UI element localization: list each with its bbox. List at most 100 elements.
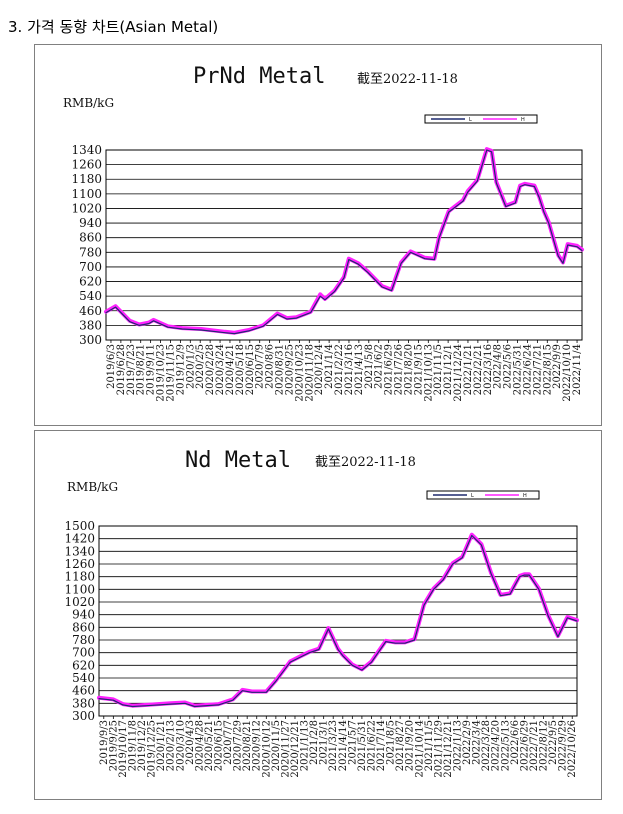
x-tick-label: 2022/6/24 [522,344,533,395]
y-tick-label-940: 940 [79,216,102,230]
x-tick-label: 2022/9/9 [552,344,563,389]
x-tick-label: 2021/8/5 [386,720,397,765]
y-tick-label-1420: 1420 [64,532,95,546]
y-tick-label-1260: 1260 [64,557,95,571]
x-tick-label: 2021/3/16 [344,344,355,395]
x-tick-label: 2020/2/13 [166,720,177,771]
y-tick-label-700: 700 [72,646,95,660]
y-tick-label-1100: 1100 [71,187,102,201]
section-heading: 3. 가격 동향 차트(Asian Metal) [8,18,219,36]
x-tick-label: 2020/10/23 [294,344,305,402]
x-tick-label: 2022/5/6 [503,344,514,389]
x-tick-label: 2019/10/23 [156,344,167,402]
x-tick-label: 2022/9/29 [558,720,569,771]
y-axis-unit-label: RMB/kG [63,96,114,110]
x-tick-label: 2022/3/16 [483,344,494,395]
x-tick-label: 2022/4/20 [491,720,502,771]
x-tick-label: 2019/6/28 [116,344,127,395]
x-tick-label: 2021/7/14 [376,720,387,771]
x-tick-label: 2020/6/15 [214,720,225,771]
y-tick-label-1340: 1340 [64,544,95,558]
legend-box [426,490,540,500]
x-tick-label: 2020/7/9 [255,344,266,389]
x-tick-label: 2022/8/12 [539,720,550,771]
x-tick-label: 2021/4/13 [354,344,365,395]
x-tick-label: 2021/6/22 [366,720,377,771]
y-tick-label-860: 860 [79,231,102,245]
x-tick-label: 2019/7/23 [126,344,137,395]
y-tick-label-1100: 1100 [64,582,95,596]
y-tick-label-1020: 1020 [71,201,102,215]
x-tick-label: 2022/6/29 [519,720,530,771]
y-tick-label-1020: 1020 [64,595,95,609]
x-tick-label: 2022/2/9 [462,720,473,765]
y-tick-label-1260: 1260 [71,158,102,172]
y-tick-label-1500: 1500 [64,519,95,533]
x-tick-label: 2021/10/14 [414,720,425,778]
x-tick-label: 2021/7/26 [394,344,405,395]
x-tick-label: 2020/11/27 [280,720,291,778]
y-tick-label-300: 300 [79,333,102,347]
x-tick-label: 2020/6/15 [245,344,256,395]
y-tick-label-460: 460 [72,684,95,698]
x-tick-label: 2021/8/27 [395,720,406,771]
x-tick-label: 2020/9/12 [252,720,263,771]
legend-label-h: H [523,493,527,499]
x-tick-label: 2021/9/20 [405,720,416,771]
x-tick-label: 2020/8/6 [265,344,276,389]
x-tick-label: 2020/11/5 [271,720,282,771]
x-tick-label: 2020/4/28 [194,720,205,771]
x-tick-label: 2022/7/21 [529,720,540,771]
x-tick-label: 2020/8/31 [275,344,286,395]
x-tick-label: 2019/11/15 [165,344,176,402]
x-tick-label: 2021/11/5 [424,720,435,771]
x-tick-label: 2021/6/2 [374,344,385,389]
x-tick-label: 2021/10/13 [423,344,434,402]
chart-subtitle: 截至2022-11-18 [357,72,458,87]
x-tick-label: 2022/6/6 [510,720,521,765]
plot-area [98,525,578,717]
y-tick-label-540: 540 [79,289,102,303]
x-tick-label: 2022/10/26 [567,720,578,778]
x-tick-label: 2019/12/2 [137,720,148,771]
x-tick-label: 2020/5/21 [204,720,215,771]
x-tick-label: 2022/7/21 [532,344,543,395]
x-tick-label: 2021/3/1 [319,720,330,765]
x-tick-label: 2022/3/4 [472,720,483,765]
x-tick-label: 2020/5/18 [235,344,246,395]
prnd-metal-chart-panel: PrNd Metal 截至2022-11-18 RMB/kG L H 1340 1260 11… [34,44,602,426]
x-tick-label: 2021/12/21 [443,720,454,778]
x-tick-label: 2020/1/21 [156,720,167,771]
legend-label-l: L [469,117,472,123]
y-tick-label-860: 860 [72,620,95,634]
legend-label-l: L [471,493,474,499]
y-tick-label-1180: 1180 [64,570,95,584]
x-tick-label: 2021/8/20 [403,344,414,395]
x-tick-label: 2021/5/7 [347,720,358,765]
x-tick-label: 2019/12/9 [175,344,186,395]
y-tick-label-780: 780 [79,245,102,259]
y-tick-label-300: 300 [72,709,95,723]
x-tick-label: 2022/5/13 [500,720,511,771]
x-tick-label: 2022/10/10 [562,344,573,402]
x-tick-label: 2019/9/25 [108,720,119,771]
x-tick-label: 2021/3/23 [328,720,339,771]
x-tick-label: 2020/2/5 [195,344,206,389]
x-tick-label: 2020/12/4 [314,344,325,395]
x-tick-label: 2022/11/4 [572,344,583,395]
x-tick-label: 2021/4/14 [338,720,349,771]
x-tick-label: 2020/2/28 [205,344,216,395]
x-tick-label: 2021/2/8 [309,720,320,765]
x-tick-label: 2019/8/21 [136,344,147,395]
x-tick-label: 2021/12/1 [443,344,454,395]
y-tick-label-1180: 1180 [71,172,102,186]
x-tick-label: 2019/9/11 [146,344,157,395]
nd-metal-chart-panel: Nd Metal 截至2022-11-18 RMB/kG L H 1500 1420 1340… [34,430,602,800]
x-tick-label: 2019/10/17 [118,720,129,778]
x-tick-label: 2022/1/13 [453,720,464,771]
x-tick-label: 2020/11/18 [304,344,315,402]
x-tick-label: 2020/9/25 [284,344,295,395]
x-tick-label: 2021/11/29 [433,720,444,778]
